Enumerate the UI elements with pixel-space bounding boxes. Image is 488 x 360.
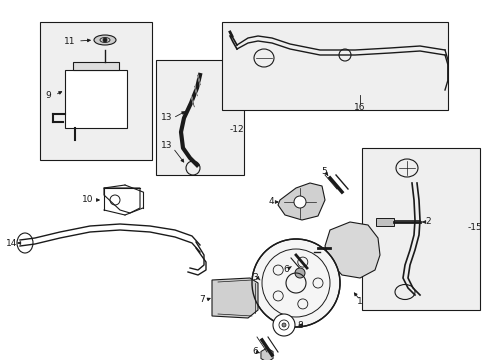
Text: 16: 16 bbox=[353, 104, 365, 112]
Polygon shape bbox=[375, 218, 393, 226]
Ellipse shape bbox=[94, 35, 116, 45]
Polygon shape bbox=[278, 183, 325, 220]
Bar bbox=[222, 22, 447, 110]
Text: 4: 4 bbox=[267, 198, 273, 207]
Bar bbox=[65, 70, 127, 128]
Text: -15: -15 bbox=[467, 224, 481, 233]
Text: 13: 13 bbox=[161, 140, 172, 149]
Text: 9: 9 bbox=[45, 90, 51, 99]
Text: 10: 10 bbox=[82, 195, 94, 204]
Text: -12: -12 bbox=[229, 126, 244, 135]
Text: 14: 14 bbox=[6, 238, 18, 248]
Text: 8: 8 bbox=[297, 320, 302, 329]
Circle shape bbox=[103, 38, 107, 42]
Polygon shape bbox=[212, 278, 258, 318]
Text: 5: 5 bbox=[321, 167, 326, 176]
Text: 2: 2 bbox=[425, 217, 430, 226]
Bar bbox=[40, 22, 152, 160]
Circle shape bbox=[272, 314, 294, 336]
Bar bbox=[361, 148, 479, 310]
Circle shape bbox=[282, 323, 285, 327]
Text: 7: 7 bbox=[199, 296, 204, 305]
Circle shape bbox=[294, 268, 305, 278]
Text: 1: 1 bbox=[356, 297, 362, 306]
Bar bbox=[73, 62, 119, 70]
Circle shape bbox=[293, 196, 305, 208]
Text: 13: 13 bbox=[161, 113, 172, 122]
Text: 3: 3 bbox=[252, 274, 257, 283]
Text: 6: 6 bbox=[283, 266, 288, 274]
Bar bbox=[156, 60, 244, 175]
Polygon shape bbox=[325, 222, 379, 278]
Text: 6: 6 bbox=[252, 347, 257, 356]
Circle shape bbox=[251, 239, 339, 327]
Text: 11: 11 bbox=[64, 36, 76, 45]
